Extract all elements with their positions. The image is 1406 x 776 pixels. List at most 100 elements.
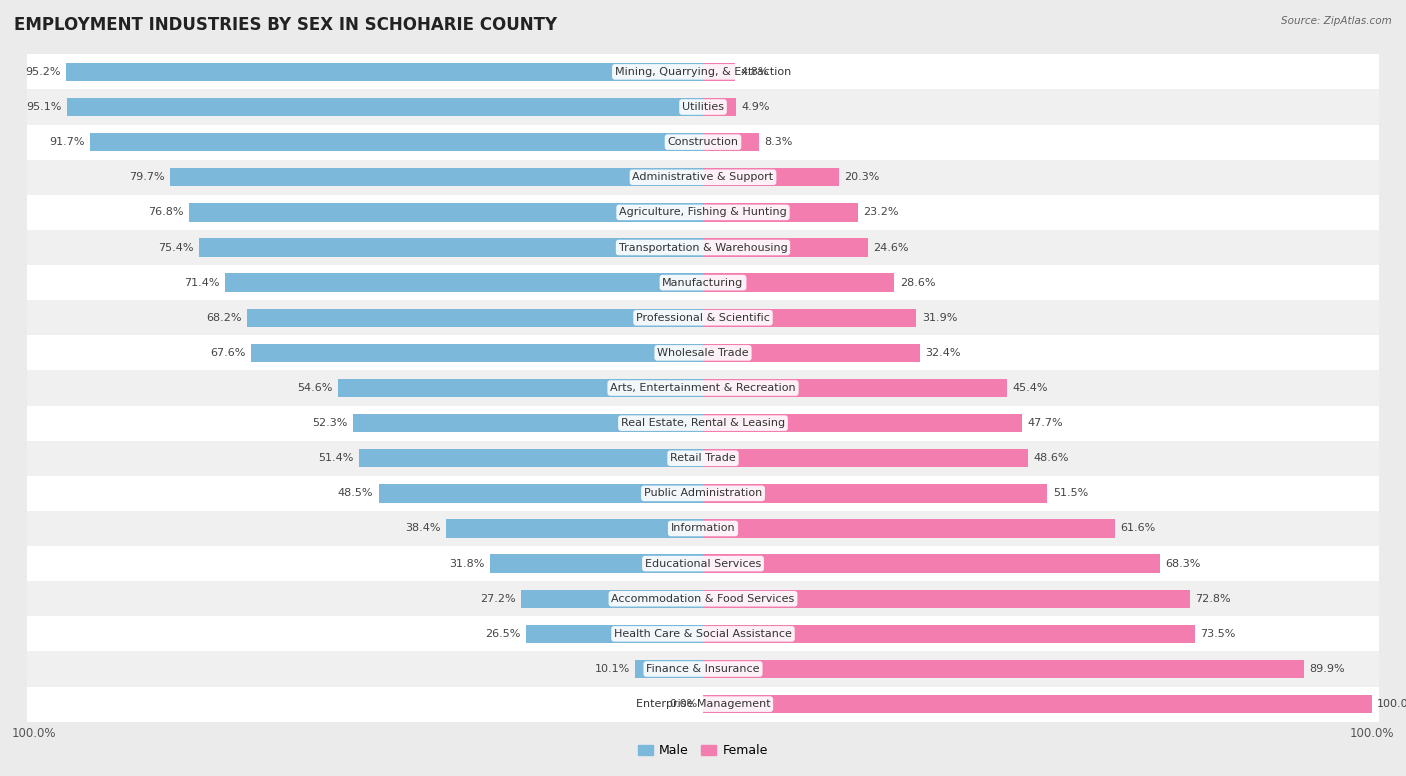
Bar: [703, 414, 1022, 432]
Text: 95.2%: 95.2%: [25, 67, 60, 77]
Bar: [28, 89, 1378, 125]
Bar: [28, 651, 1378, 687]
Bar: [247, 309, 703, 327]
Bar: [353, 414, 703, 432]
Text: 72.8%: 72.8%: [1195, 594, 1230, 604]
Bar: [90, 133, 703, 151]
Text: EMPLOYMENT INDUSTRIES BY SEX IN SCHOHARIE COUNTY: EMPLOYMENT INDUSTRIES BY SEX IN SCHOHARI…: [14, 16, 557, 33]
Text: 48.6%: 48.6%: [1033, 453, 1069, 463]
Bar: [703, 519, 1115, 538]
Bar: [190, 203, 703, 221]
Bar: [636, 660, 703, 678]
Text: 54.6%: 54.6%: [297, 383, 332, 393]
Bar: [28, 687, 1378, 722]
Bar: [703, 695, 1372, 713]
Text: Arts, Entertainment & Recreation: Arts, Entertainment & Recreation: [610, 383, 796, 393]
Legend: Male, Female: Male, Female: [633, 740, 773, 762]
Text: Construction: Construction: [668, 137, 738, 147]
Text: 73.5%: 73.5%: [1199, 629, 1236, 639]
Text: Retail Trade: Retail Trade: [671, 453, 735, 463]
Bar: [703, 379, 1007, 397]
Bar: [359, 449, 703, 467]
Bar: [170, 168, 703, 186]
Text: Health Care & Social Assistance: Health Care & Social Assistance: [614, 629, 792, 639]
Text: 67.6%: 67.6%: [209, 348, 246, 358]
Text: 61.6%: 61.6%: [1121, 524, 1156, 533]
Text: 32.4%: 32.4%: [925, 348, 960, 358]
Bar: [337, 379, 703, 397]
Bar: [28, 230, 1378, 265]
Text: Finance & Insurance: Finance & Insurance: [647, 664, 759, 674]
Text: 91.7%: 91.7%: [49, 137, 84, 147]
Bar: [703, 344, 920, 362]
Bar: [28, 125, 1378, 160]
Text: 31.8%: 31.8%: [450, 559, 485, 569]
Text: 23.2%: 23.2%: [863, 207, 898, 217]
Text: Enterprise Management: Enterprise Management: [636, 699, 770, 709]
Bar: [28, 370, 1378, 406]
Bar: [703, 133, 758, 151]
Text: Manufacturing: Manufacturing: [662, 278, 744, 288]
Text: 28.6%: 28.6%: [900, 278, 935, 288]
Bar: [28, 581, 1378, 616]
Text: Utilities: Utilities: [682, 102, 724, 112]
Text: 68.2%: 68.2%: [205, 313, 242, 323]
Text: Professional & Scientific: Professional & Scientific: [636, 313, 770, 323]
Text: 24.6%: 24.6%: [873, 243, 908, 252]
Text: Educational Services: Educational Services: [645, 559, 761, 569]
Bar: [250, 344, 703, 362]
Bar: [526, 625, 703, 643]
Bar: [703, 449, 1028, 467]
Bar: [28, 406, 1378, 441]
Bar: [28, 476, 1378, 511]
Bar: [198, 238, 703, 257]
Bar: [446, 519, 703, 538]
Bar: [703, 590, 1189, 608]
Text: 45.4%: 45.4%: [1012, 383, 1047, 393]
Bar: [378, 484, 703, 503]
Bar: [225, 273, 703, 292]
Text: 20.3%: 20.3%: [844, 172, 880, 182]
Text: 68.3%: 68.3%: [1166, 559, 1201, 569]
Text: 38.4%: 38.4%: [405, 524, 441, 533]
Bar: [28, 546, 1378, 581]
Text: 89.9%: 89.9%: [1309, 664, 1346, 674]
Text: Wholesale Trade: Wholesale Trade: [657, 348, 749, 358]
Bar: [703, 203, 858, 221]
Bar: [66, 63, 703, 81]
Bar: [28, 54, 1378, 89]
Text: 27.2%: 27.2%: [479, 594, 516, 604]
Text: 51.5%: 51.5%: [1053, 488, 1088, 498]
Text: 76.8%: 76.8%: [149, 207, 184, 217]
Text: Accommodation & Food Services: Accommodation & Food Services: [612, 594, 794, 604]
Bar: [703, 660, 1305, 678]
Bar: [28, 441, 1378, 476]
Text: 95.1%: 95.1%: [27, 102, 62, 112]
Text: 75.4%: 75.4%: [157, 243, 193, 252]
Text: 52.3%: 52.3%: [312, 418, 347, 428]
Text: Public Administration: Public Administration: [644, 488, 762, 498]
Bar: [28, 265, 1378, 300]
Text: 100.0%: 100.0%: [1378, 699, 1406, 709]
Text: 31.9%: 31.9%: [922, 313, 957, 323]
Bar: [28, 511, 1378, 546]
Text: 47.7%: 47.7%: [1028, 418, 1063, 428]
Text: Source: ZipAtlas.com: Source: ZipAtlas.com: [1281, 16, 1392, 26]
Text: 71.4%: 71.4%: [184, 278, 221, 288]
Text: Administrative & Support: Administrative & Support: [633, 172, 773, 182]
Bar: [703, 273, 894, 292]
Text: Information: Information: [671, 524, 735, 533]
Bar: [28, 335, 1378, 370]
Text: 26.5%: 26.5%: [485, 629, 520, 639]
Bar: [28, 300, 1378, 335]
Text: Transportation & Warehousing: Transportation & Warehousing: [619, 243, 787, 252]
Bar: [67, 98, 703, 116]
Text: 79.7%: 79.7%: [129, 172, 165, 182]
Text: 48.5%: 48.5%: [337, 488, 373, 498]
Bar: [703, 484, 1047, 503]
Text: Agriculture, Fishing & Hunting: Agriculture, Fishing & Hunting: [619, 207, 787, 217]
Bar: [491, 555, 703, 573]
Bar: [703, 625, 1195, 643]
Text: Mining, Quarrying, & Extraction: Mining, Quarrying, & Extraction: [614, 67, 792, 77]
Bar: [28, 195, 1378, 230]
